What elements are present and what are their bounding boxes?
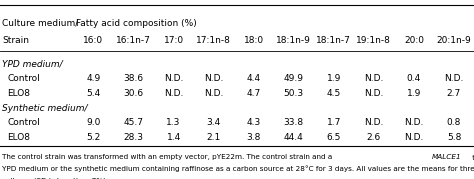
Text: 5.2: 5.2 xyxy=(86,133,100,142)
Text: Control: Control xyxy=(7,74,40,83)
Text: 17:0: 17:0 xyxy=(164,36,183,45)
Text: 5.4: 5.4 xyxy=(86,89,100,98)
Text: 50.3: 50.3 xyxy=(284,89,304,98)
Text: 3.4: 3.4 xyxy=(207,118,221,127)
Text: Control: Control xyxy=(7,118,40,127)
Text: YPD medium/: YPD medium/ xyxy=(2,59,63,68)
Text: 1.9: 1.9 xyxy=(407,89,421,98)
Text: The control strain was transformed with an empty vector, pYE22m. The control str: The control strain was transformed with … xyxy=(2,154,335,160)
Text: N.D.: N.D. xyxy=(204,89,223,98)
Text: 20:1n-9: 20:1n-9 xyxy=(437,36,471,45)
Text: 45.7: 45.7 xyxy=(124,118,144,127)
Text: N.D.: N.D. xyxy=(364,89,383,98)
Text: N.D.: N.D. xyxy=(404,118,424,127)
Text: 1.9: 1.9 xyxy=(327,74,341,83)
Text: 6.5: 6.5 xyxy=(327,133,341,142)
Text: 4.5: 4.5 xyxy=(327,89,341,98)
Text: 18:1n-9: 18:1n-9 xyxy=(276,36,311,45)
Text: N.D.: N.D. xyxy=(364,74,383,83)
Text: 4.4: 4.4 xyxy=(246,74,261,83)
Text: 28.3: 28.3 xyxy=(124,133,144,142)
Text: 20:0: 20:0 xyxy=(404,36,424,45)
Text: 16:0: 16:0 xyxy=(83,36,103,45)
Text: 38.6: 38.6 xyxy=(124,74,144,83)
Text: Fatty acid composition (%): Fatty acid composition (%) xyxy=(76,19,197,28)
Text: N.D.: N.D. xyxy=(204,74,223,83)
Text: 0.4: 0.4 xyxy=(407,74,421,83)
Text: 1.4: 1.4 xyxy=(166,133,181,142)
Text: 18:1n-7: 18:1n-7 xyxy=(316,36,351,45)
Text: 16:1n-7: 16:1n-7 xyxy=(116,36,151,45)
Text: transformant (ELO8) were cultivated in: transformant (ELO8) were cultivated in xyxy=(470,154,474,161)
Text: 44.4: 44.4 xyxy=(284,133,304,142)
Text: 2.7: 2.7 xyxy=(447,89,461,98)
Text: YPD medium or the synthetic medium containing raffinose as a carbon source at 28: YPD medium or the synthetic medium conta… xyxy=(2,166,474,172)
Text: N.D.: N.D. xyxy=(364,118,383,127)
Text: N.D.: N.D. xyxy=(404,133,424,142)
Text: 17:1n-8: 17:1n-8 xyxy=(196,36,231,45)
Text: 5.8: 5.8 xyxy=(447,133,461,142)
Text: 2.6: 2.6 xyxy=(367,133,381,142)
Text: MALCE1: MALCE1 xyxy=(431,154,461,160)
Text: 19:1n-8: 19:1n-8 xyxy=(356,36,392,45)
Text: 1.7: 1.7 xyxy=(327,118,341,127)
Text: N.D.: N.D. xyxy=(164,74,183,83)
Text: 2.1: 2.1 xyxy=(207,133,221,142)
Text: 3.8: 3.8 xyxy=(246,133,261,142)
Text: 9.0: 9.0 xyxy=(86,118,100,127)
Text: N.D.: N.D. xyxy=(164,89,183,98)
Text: Culture medium/: Culture medium/ xyxy=(2,19,79,28)
Text: 1.3: 1.3 xyxy=(166,118,181,127)
Text: 18:0: 18:0 xyxy=(244,36,264,45)
Text: ELO8: ELO8 xyxy=(7,89,30,98)
Text: cultures (SD is less than 7%).: cultures (SD is less than 7%). xyxy=(2,177,109,179)
Text: 49.9: 49.9 xyxy=(284,74,304,83)
Text: 0.8: 0.8 xyxy=(447,118,461,127)
Text: 33.8: 33.8 xyxy=(284,118,304,127)
Text: 4.7: 4.7 xyxy=(246,89,261,98)
Text: N.D.: N.D. xyxy=(444,74,464,83)
Text: ELO8: ELO8 xyxy=(7,133,30,142)
Text: Synthetic medium/: Synthetic medium/ xyxy=(2,104,88,113)
Text: 30.6: 30.6 xyxy=(124,89,144,98)
Text: 4.3: 4.3 xyxy=(246,118,261,127)
Text: Strain: Strain xyxy=(2,36,29,45)
Text: 4.9: 4.9 xyxy=(86,74,100,83)
